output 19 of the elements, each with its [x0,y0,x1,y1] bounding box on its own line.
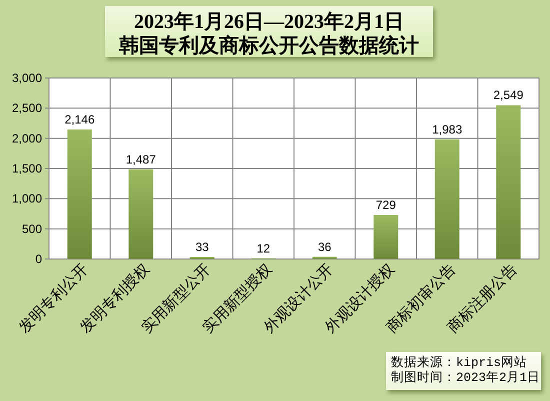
y-tick-label: 500 [22,222,42,236]
data-label: 729 [376,198,396,212]
y-tick-label: 1,500 [12,162,42,176]
y-tick-label: 2,000 [12,131,42,146]
data-label: 1,487 [126,152,156,166]
y-tick-label: 2,500 [12,101,42,116]
chart-title: 2023年1月26日—2023年2月1日 [134,11,404,33]
annotation: 数据来源：kipris网站 [391,356,528,370]
data-label: 33 [195,240,210,254]
data-label: 2,146 [64,112,95,127]
data-label: 12 [256,241,270,256]
y-tick-label: 3,000 [12,71,42,85]
chart-subtitle: 韩国专利及商标公开公告数据统计 [119,35,419,57]
data-label: 36 [318,240,332,254]
data-label: 2,549 [493,88,524,102]
y-tick-label: 0 [35,252,42,266]
data-label: 1,983 [432,122,462,136]
annotation: 制图时间：2023年2月1日 [391,371,540,385]
y-tick-label: 1,000 [12,192,42,206]
